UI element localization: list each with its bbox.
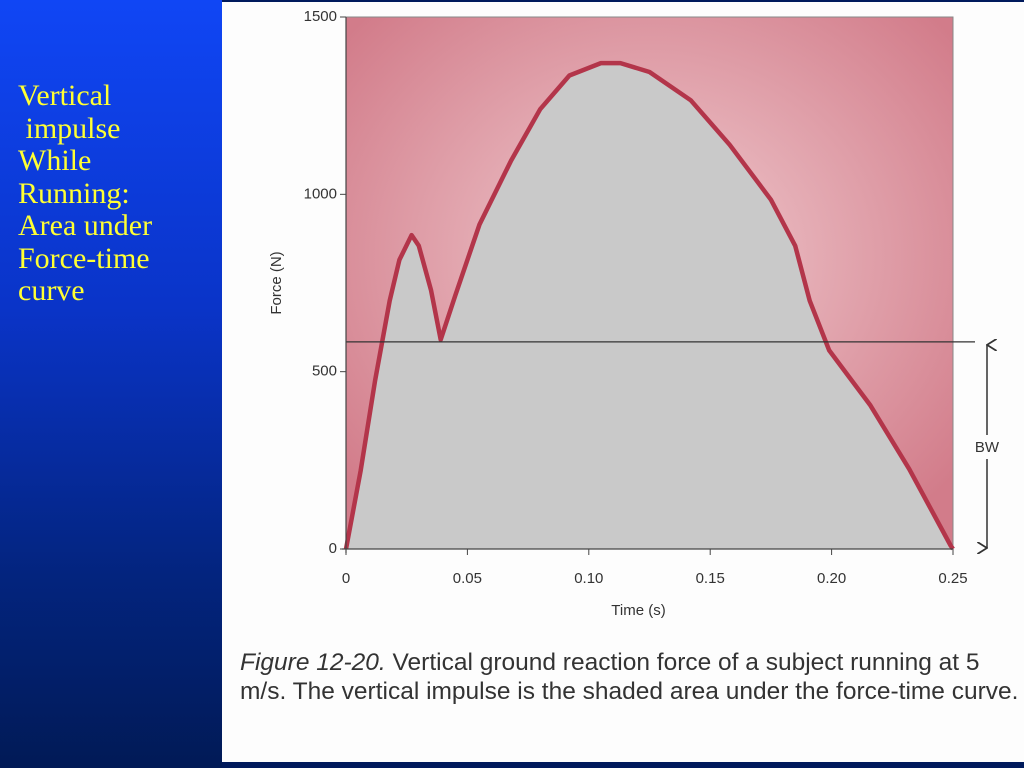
x-tick-label: 0.05 [453,570,482,587]
bw-label: BW [975,439,1000,456]
caption: Figure 12-20. Vertical ground reaction f… [240,648,1020,706]
caption-text: Vertical ground reaction force of a subj… [240,649,1019,705]
force-curve [343,60,955,551]
x-axis-title: Time (s) [611,602,665,619]
x-tick-label: 0.15 [696,570,725,587]
figure-panel: BW 0 500 1000 1500 0 0.05 0.10 0.15 0.20 0.25 Time … [222,2,1024,762]
figure-label: Figure 12-20. [240,649,386,676]
slide-text-line: Force-time [18,241,150,275]
slide-text-line: Vertical [18,79,112,112]
slide-text-line: Running: [18,176,130,210]
x-tick-label: 0 [342,570,350,587]
slide-text-line: impulse [18,111,121,145]
x-tick-label: 0.25 [938,570,967,587]
slide-text-line: Area under [18,209,153,242]
y-tick-label: 1500 [304,8,337,25]
chart: BW 0 500 1000 1500 0 0.05 0.10 0.15 0.20 0.25 Time … [268,8,1005,619]
x-tick-label: 0.10 [574,570,603,587]
slide-text-line: While [18,144,92,177]
bw-label-bg [969,435,1005,459]
slide-text: Vertical impulse While Running: Area under F… [18,79,153,308]
y-tick-label: 0 [329,540,337,557]
y-axis-title: Force (N) [268,251,285,314]
sidebar: Vertical impulse While Running: Area under F… [0,0,222,768]
y-tick-label: 1000 [304,185,337,202]
y-tick-label: 500 [312,363,337,380]
slide-text-line: curve [18,274,85,307]
impulse-area [346,63,953,549]
x-tick-label: 0.20 [817,570,846,587]
